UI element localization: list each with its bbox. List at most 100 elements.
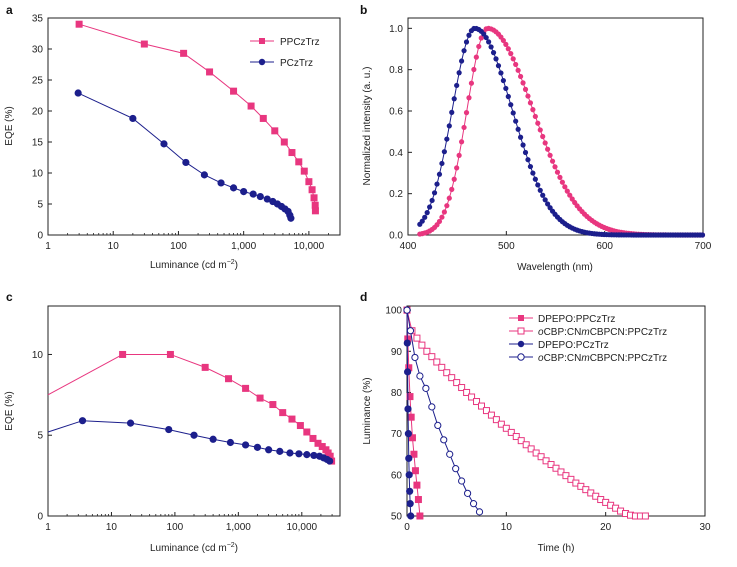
data-point-d-3 — [475, 508, 484, 516]
y-tick-label-c: 5 — [37, 431, 43, 442]
spectrum-point-b-1 — [429, 197, 435, 204]
data-point-a-0 — [311, 207, 319, 215]
spectrum-point-b-1 — [419, 218, 425, 224]
data-point-c-0 — [242, 384, 250, 392]
data-point-a-1 — [249, 190, 257, 198]
spectrum-point-b-0 — [517, 73, 524, 80]
spectrum-point-b-0 — [473, 54, 479, 60]
legend-label-d-0: DPEPO:PPCzTrz — [538, 314, 615, 325]
data-point-d-2 — [405, 454, 413, 462]
data-point-a-0 — [75, 20, 83, 28]
data-point-d-3 — [469, 500, 478, 508]
legend-marker-d-2 — [517, 340, 525, 348]
spectrum-point-b-1 — [495, 63, 502, 69]
spectrum-point-b-0 — [557, 174, 563, 180]
panel-label-d: d — [360, 290, 367, 304]
data-point-d-1 — [537, 453, 545, 461]
data-point-a-1 — [217, 179, 225, 187]
x-tick-label-c: 100 — [167, 522, 184, 533]
data-point-d-1 — [423, 347, 431, 355]
data-point-d-1 — [482, 407, 490, 415]
data-point-d-1 — [547, 461, 555, 469]
spectrum-point-b-1 — [422, 214, 428, 220]
spectrum-point-b-1 — [493, 56, 499, 62]
panel-label-c: c — [6, 290, 13, 304]
x-tick-label-b: 400 — [400, 241, 417, 252]
data-point-c-1 — [190, 431, 198, 439]
data-point-a-0 — [308, 186, 316, 194]
data-point-d-1 — [532, 449, 540, 457]
spectrum-point-b-0 — [478, 35, 484, 41]
data-point-a-0 — [271, 127, 279, 135]
spectrum-point-b-1 — [535, 182, 541, 188]
data-point-d-1 — [458, 384, 466, 392]
data-point-d-2 — [405, 471, 413, 479]
panel-c: c 1 10 100 1,000 10,000 0 5 10 Luminance (cd m−… — [4, 290, 341, 554]
y-tick-label-a: 30 — [32, 45, 44, 56]
spectrum-point-b-1 — [486, 39, 492, 45]
spectrum-point-b-1 — [444, 136, 450, 142]
series-line-a-0 — [78, 23, 316, 211]
spectrum-point-b-0 — [540, 133, 546, 140]
series-line-d-1 — [406, 310, 646, 517]
spectrum-point-b-1 — [441, 149, 447, 155]
data-point-d-0 — [413, 481, 421, 489]
spectrum-point-b-0 — [436, 218, 443, 225]
x-tick-label-c: 1,000 — [226, 522, 251, 533]
y-tick-label-d: 100 — [385, 306, 402, 317]
spectrum-point-b-0 — [552, 164, 558, 170]
spectrum-point-b-0 — [510, 56, 516, 62]
data-point-d-1 — [552, 464, 560, 472]
data-point-d-3 — [452, 465, 460, 473]
x-tick-label-a: 100 — [170, 241, 187, 252]
data-point-a-0 — [280, 138, 288, 146]
data-point-d-3 — [440, 436, 448, 444]
y-tick-label-a: 25 — [32, 76, 44, 87]
spectrum-point-b-0 — [505, 46, 511, 52]
spectrum-point-b-1 — [463, 39, 470, 45]
axis-ticks-b: 400 500 600 700 0.0 0.2 0.4 0.6 0.8 1.0 — [389, 24, 712, 252]
data-point-a-0 — [310, 194, 318, 202]
data-point-d-1 — [492, 416, 500, 424]
y-tick-label-c: 0 — [37, 512, 43, 523]
spectrum-point-b-1 — [515, 126, 521, 132]
plot-area-b — [417, 25, 706, 238]
x-tick-label-b: 700 — [695, 241, 712, 252]
spectrum-point-b-1 — [505, 93, 511, 100]
spectrum-point-b-0 — [439, 214, 445, 220]
data-point-d-0 — [408, 434, 416, 442]
legend-label-d-1: oCBP:CNmCBPCN:PPCzTrz — [538, 327, 667, 338]
data-point-d-1 — [527, 445, 535, 453]
spectrum-point-b-0 — [444, 203, 450, 209]
data-point-d-1 — [428, 353, 436, 361]
legend-label-a-1: PCzTrz — [280, 58, 313, 69]
data-point-d-2 — [403, 339, 411, 347]
spectrum-point-b-0 — [527, 100, 534, 106]
x-tick-label-c: 10,000 — [287, 522, 318, 533]
series-line-d-2 — [406, 310, 412, 517]
data-point-d-3 — [403, 306, 411, 314]
spectrum-point-b-0 — [508, 51, 514, 57]
axis-ticks-d: 0 10 20 30 50 60 70 80 90 100 — [385, 306, 711, 533]
spectrum-point-b-1 — [490, 50, 497, 56]
spectrum-point-b-0 — [454, 165, 460, 171]
y-tick-label-a: 15 — [32, 138, 44, 149]
y-tick-label-b: 0.2 — [389, 189, 403, 200]
data-point-c-1 — [165, 425, 173, 434]
x-tick-label-a: 10 — [108, 241, 120, 252]
x-tick-label-d: 30 — [699, 522, 711, 533]
data-point-a-0 — [180, 49, 188, 57]
spectrum-point-b-0 — [532, 113, 538, 120]
x-tick-label-c: 1 — [45, 522, 51, 533]
spectrum-point-b-0 — [522, 86, 529, 93]
legend-marker-d-1 — [517, 327, 525, 335]
spectrum-point-b-0 — [535, 120, 541, 126]
spectrum-point-b-1 — [424, 210, 430, 216]
y-tick-label-a: 35 — [32, 14, 44, 25]
data-point-d-1 — [557, 468, 565, 476]
y-tick-label-b: 0.0 — [389, 231, 403, 242]
spectrum-point-b-0 — [567, 192, 573, 198]
spectrum-point-b-0 — [500, 37, 506, 44]
x-tick-label-d: 20 — [600, 522, 612, 533]
spectrum-point-b-0 — [476, 43, 482, 50]
